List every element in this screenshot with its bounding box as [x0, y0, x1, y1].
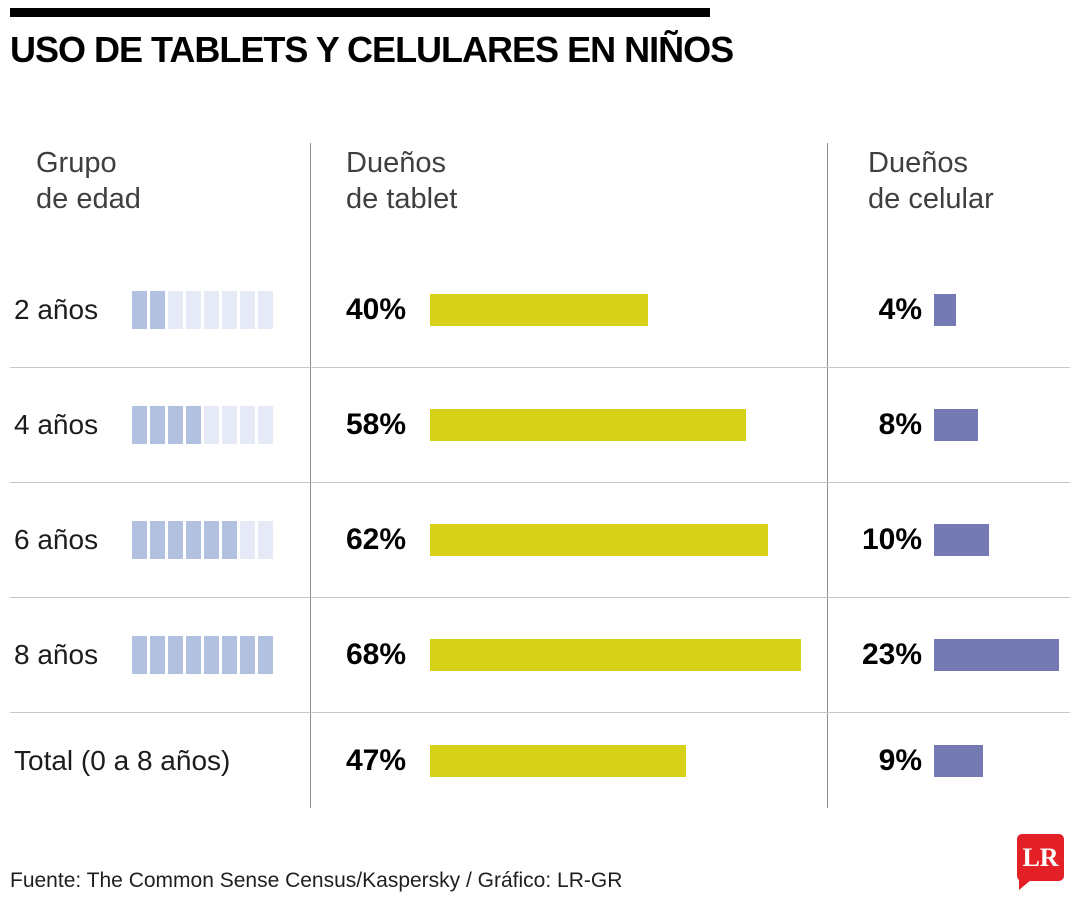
tablet-percentage: 68% [346, 638, 407, 671]
age-cell: 6 años [10, 483, 310, 597]
age-unit-square [168, 521, 183, 559]
header-cell-age: Grupo de edad [10, 143, 310, 253]
column-header-age-group: Grupo de edad [36, 147, 141, 216]
age-group-label: 4 años [14, 409, 99, 440]
tablet-bar [430, 639, 801, 671]
phone-percentage: 10% [861, 523, 922, 556]
phone-bar [934, 639, 1059, 671]
tablet-cell: 40% [310, 253, 827, 367]
age-squares-pictogram [132, 406, 273, 444]
age-unit-square [258, 521, 273, 559]
age-cell: 4 años [10, 368, 310, 482]
tablet-percentage: 40% [346, 293, 407, 326]
title-accent-bar [10, 8, 710, 17]
age-unit-square [168, 406, 183, 444]
age-unit-square [258, 291, 273, 329]
age-unit-square [132, 406, 147, 444]
data-table: Grupo de edad Dueños de tablet Dueños de… [10, 143, 1070, 808]
phone-bar [934, 294, 956, 326]
age-unit-square [204, 406, 219, 444]
age-unit-square [186, 406, 201, 444]
phone-percentage: 9% [878, 743, 922, 777]
age-unit-square [150, 291, 165, 329]
age-group-label: 6 años [14, 524, 99, 555]
age-unit-square [150, 521, 165, 559]
age-unit-square [222, 406, 237, 444]
source-credit: Fuente: The Common Sense Census/Kaspersk… [10, 869, 623, 892]
age-group-label: 2 años [14, 294, 99, 325]
phone-cell: 8% [827, 368, 1070, 482]
age-group-label: 8 años [14, 639, 99, 670]
tablet-bar [430, 744, 686, 777]
tablet-percentage: 62% [346, 523, 407, 556]
age-unit-square [240, 521, 255, 559]
age-unit-square [186, 521, 201, 559]
phone-bar [934, 524, 989, 556]
age-unit-square [240, 291, 255, 329]
table-row-total: Total (0 a 8 años) 47% 9% [10, 713, 1070, 808]
phone-cell: 23% [827, 598, 1070, 712]
age-unit-square [204, 521, 219, 559]
age-cell: 2 años [10, 253, 310, 367]
age-cell: Total (0 a 8 años) [10, 713, 310, 808]
age-unit-square [186, 291, 201, 329]
tablet-cell: 58% [310, 368, 827, 482]
age-unit-square [240, 406, 255, 444]
age-unit-square [258, 406, 273, 444]
phone-cell: 9% [827, 713, 1070, 808]
footer: Fuente: The Common Sense Census/Kaspersk… [10, 834, 1070, 897]
table-row: 4 años 58% 8% [10, 368, 1070, 483]
table-row: 2 años 40% 4% [10, 253, 1070, 368]
age-unit-square [222, 291, 237, 329]
lr-logo-tail-icon [1019, 880, 1031, 890]
table-row: 8 años 68% 23% [10, 598, 1070, 713]
column-header-phone-owners: Dueños de celular [868, 147, 994, 216]
age-unit-square [150, 636, 165, 674]
lr-logo-text: LR [1022, 842, 1059, 872]
lr-logo: LR [1017, 834, 1064, 890]
phone-cell: 4% [827, 253, 1070, 367]
age-unit-square [222, 521, 237, 559]
phone-bar [934, 744, 983, 777]
phone-bar [934, 409, 978, 441]
age-unit-square [168, 291, 183, 329]
tablet-bar [430, 294, 648, 326]
age-unit-square [204, 636, 219, 674]
age-unit-square [204, 291, 219, 329]
age-unit-square [186, 636, 201, 674]
page-title: USO DE TABLETS Y CELULARES EN NIÑOS [10, 29, 734, 70]
age-squares-pictogram [132, 636, 273, 674]
tablet-bar [430, 409, 746, 441]
tablet-percentage: 47% [346, 743, 407, 777]
phone-percentage: 4% [878, 293, 922, 326]
tablet-cell: 62% [310, 483, 827, 597]
table-row: 6 años 62% 10% [10, 483, 1070, 598]
tablet-percentage: 58% [346, 408, 407, 441]
header-cell-phone: Dueños de celular [827, 143, 1070, 253]
tablet-cell: 68% [310, 598, 827, 712]
age-group-label: Total (0 a 8 años) [14, 744, 231, 776]
header-cell-tablet: Dueños de tablet [310, 143, 827, 253]
tablet-bar [430, 524, 768, 556]
age-cell: 8 años [10, 598, 310, 712]
tablet-cell: 47% [310, 713, 827, 808]
age-unit-square [150, 406, 165, 444]
age-squares-pictogram [132, 521, 273, 559]
age-unit-square [132, 636, 147, 674]
age-unit-square [168, 636, 183, 674]
age-unit-square [240, 636, 255, 674]
phone-cell: 10% [827, 483, 1070, 597]
phone-percentage: 8% [878, 408, 922, 441]
age-unit-square [258, 636, 273, 674]
column-header-tablet-owners: Dueños de tablet [346, 147, 458, 216]
table-header-row: Grupo de edad Dueños de tablet Dueños de… [10, 143, 1070, 253]
age-squares-pictogram [132, 291, 273, 329]
age-unit-square [132, 291, 147, 329]
age-unit-square [132, 521, 147, 559]
phone-percentage: 23% [861, 638, 922, 671]
age-unit-square [222, 636, 237, 674]
